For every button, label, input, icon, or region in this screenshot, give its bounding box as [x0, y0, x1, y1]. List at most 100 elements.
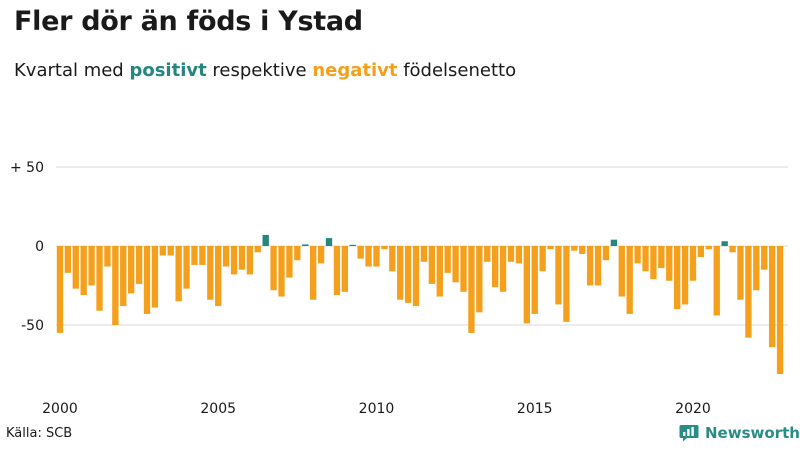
bar — [151, 246, 159, 308]
bar — [468, 246, 475, 333]
bar — [515, 246, 523, 264]
bar — [262, 234, 269, 246]
bar — [159, 246, 166, 256]
bar — [183, 246, 190, 289]
bar — [642, 246, 649, 272]
x-axis-tick-labels: 2000 2005 2010 2015 2020 — [42, 401, 711, 417]
bar — [745, 246, 752, 338]
bar — [547, 246, 554, 250]
x-tick-label: 2010 — [359, 401, 395, 417]
bar — [602, 246, 610, 261]
bar — [325, 238, 333, 246]
bars — [56, 234, 784, 374]
bar — [310, 246, 317, 300]
bar — [674, 246, 681, 310]
bar — [563, 246, 570, 322]
bar — [444, 246, 451, 273]
bar — [507, 246, 515, 262]
bar — [768, 246, 776, 348]
brand-name: Newsworthy — [705, 424, 800, 442]
bar — [428, 246, 436, 284]
bar — [753, 246, 760, 291]
bar — [175, 246, 182, 302]
bar — [246, 246, 254, 275]
bar — [373, 246, 380, 267]
bar — [737, 246, 744, 300]
bar — [626, 246, 633, 314]
subtitle-prefix: Kvartal med — [14, 60, 130, 81]
bar — [713, 246, 720, 316]
bar — [167, 246, 174, 256]
bar — [776, 246, 784, 374]
bar — [294, 246, 301, 261]
bar — [72, 246, 79, 289]
x-tick-label: 2000 — [42, 401, 78, 417]
bar — [278, 246, 285, 297]
bar — [492, 246, 499, 288]
subtitle-negative-word: negativt — [312, 60, 398, 81]
bar — [317, 246, 325, 264]
bar — [618, 246, 625, 297]
bar — [286, 246, 293, 278]
x-tick-label: 2020 — [675, 401, 711, 417]
bar — [135, 246, 143, 284]
bar — [64, 246, 72, 273]
bar — [650, 246, 657, 280]
bar — [397, 246, 404, 300]
bar — [476, 246, 483, 313]
bar — [215, 246, 222, 307]
chart-subtitle: Kvartal med positivt respektive negativt… — [14, 60, 516, 81]
bar — [112, 246, 119, 325]
bar — [389, 246, 396, 272]
bar — [555, 246, 562, 305]
bar — [128, 246, 135, 294]
bar — [666, 246, 673, 281]
bar — [484, 246, 491, 262]
bar — [499, 246, 507, 292]
bar — [254, 246, 261, 253]
y-tick-label: + 50 — [10, 160, 44, 176]
bar — [80, 246, 87, 295]
bar — [523, 246, 530, 324]
bar — [452, 246, 459, 283]
brand-logo[interactable]: Newsworthy — [679, 424, 800, 442]
bar — [341, 246, 348, 292]
bar — [230, 246, 238, 275]
bar — [460, 246, 467, 292]
bar — [357, 246, 364, 259]
bar — [381, 246, 388, 250]
bar — [222, 246, 230, 267]
bar — [96, 246, 103, 311]
bar — [705, 246, 712, 250]
bar — [349, 244, 356, 246]
bar — [586, 246, 594, 286]
y-axis-tick-labels: + 50 0 -50 — [10, 160, 44, 334]
bar — [412, 246, 420, 307]
bar — [681, 246, 689, 305]
bar — [761, 246, 768, 270]
subtitle-suffix: födelsenetto — [397, 60, 517, 81]
bar — [610, 239, 618, 246]
bar — [594, 246, 602, 286]
bar — [539, 246, 546, 272]
x-tick-label: 2005 — [200, 401, 236, 417]
bar — [104, 246, 111, 267]
x-tick-label: 2015 — [517, 401, 553, 417]
bar — [697, 246, 705, 258]
subtitle-middle: respektive — [206, 60, 313, 81]
bar — [404, 246, 412, 303]
bar — [571, 246, 578, 251]
bar — [420, 246, 428, 262]
bar — [191, 246, 198, 265]
bar — [365, 246, 372, 267]
chart-title: Fler dör än föds i Ystad — [14, 6, 363, 37]
bar — [270, 246, 277, 291]
bar — [436, 246, 443, 297]
y-tick-label: -50 — [21, 318, 44, 334]
bar — [658, 246, 665, 269]
bar — [199, 246, 206, 265]
subtitle-positive-word: positivt — [129, 60, 207, 81]
bar-chart: + 50 0 -50 2000 2005 2010 2015 2020 — [10, 160, 788, 417]
bar — [721, 241, 728, 246]
bar — [238, 246, 246, 270]
